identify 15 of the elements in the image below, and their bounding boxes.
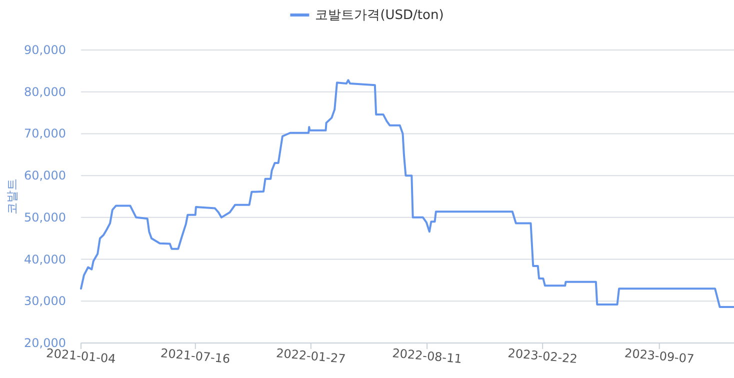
legend-label: 코발트가격(USD/ton)	[315, 8, 444, 23]
y-tick-label: 80,000	[24, 84, 66, 99]
y-tick-label: 70,000	[24, 126, 66, 141]
y-tick-label: 50,000	[24, 210, 66, 224]
y-tick-label: 40,000	[24, 252, 66, 266]
y-tick-label: 30,000	[24, 294, 66, 308]
legend: 코발트가격(USD/ton)	[290, 8, 444, 23]
x-tick-label: 2023-02-22	[507, 346, 578, 366]
y-tick-label: 60,000	[24, 168, 66, 183]
x-tick-label: 2022-08-11	[392, 346, 462, 366]
y-tick-label: 90,000	[24, 43, 66, 57]
x-tick-label: 2022-01-27	[276, 346, 346, 366]
x-tick-label: 2021-07-16	[160, 346, 231, 366]
x-tick-label: 2023-09-07	[624, 346, 695, 366]
y-axis-title: 코발트	[5, 178, 19, 214]
